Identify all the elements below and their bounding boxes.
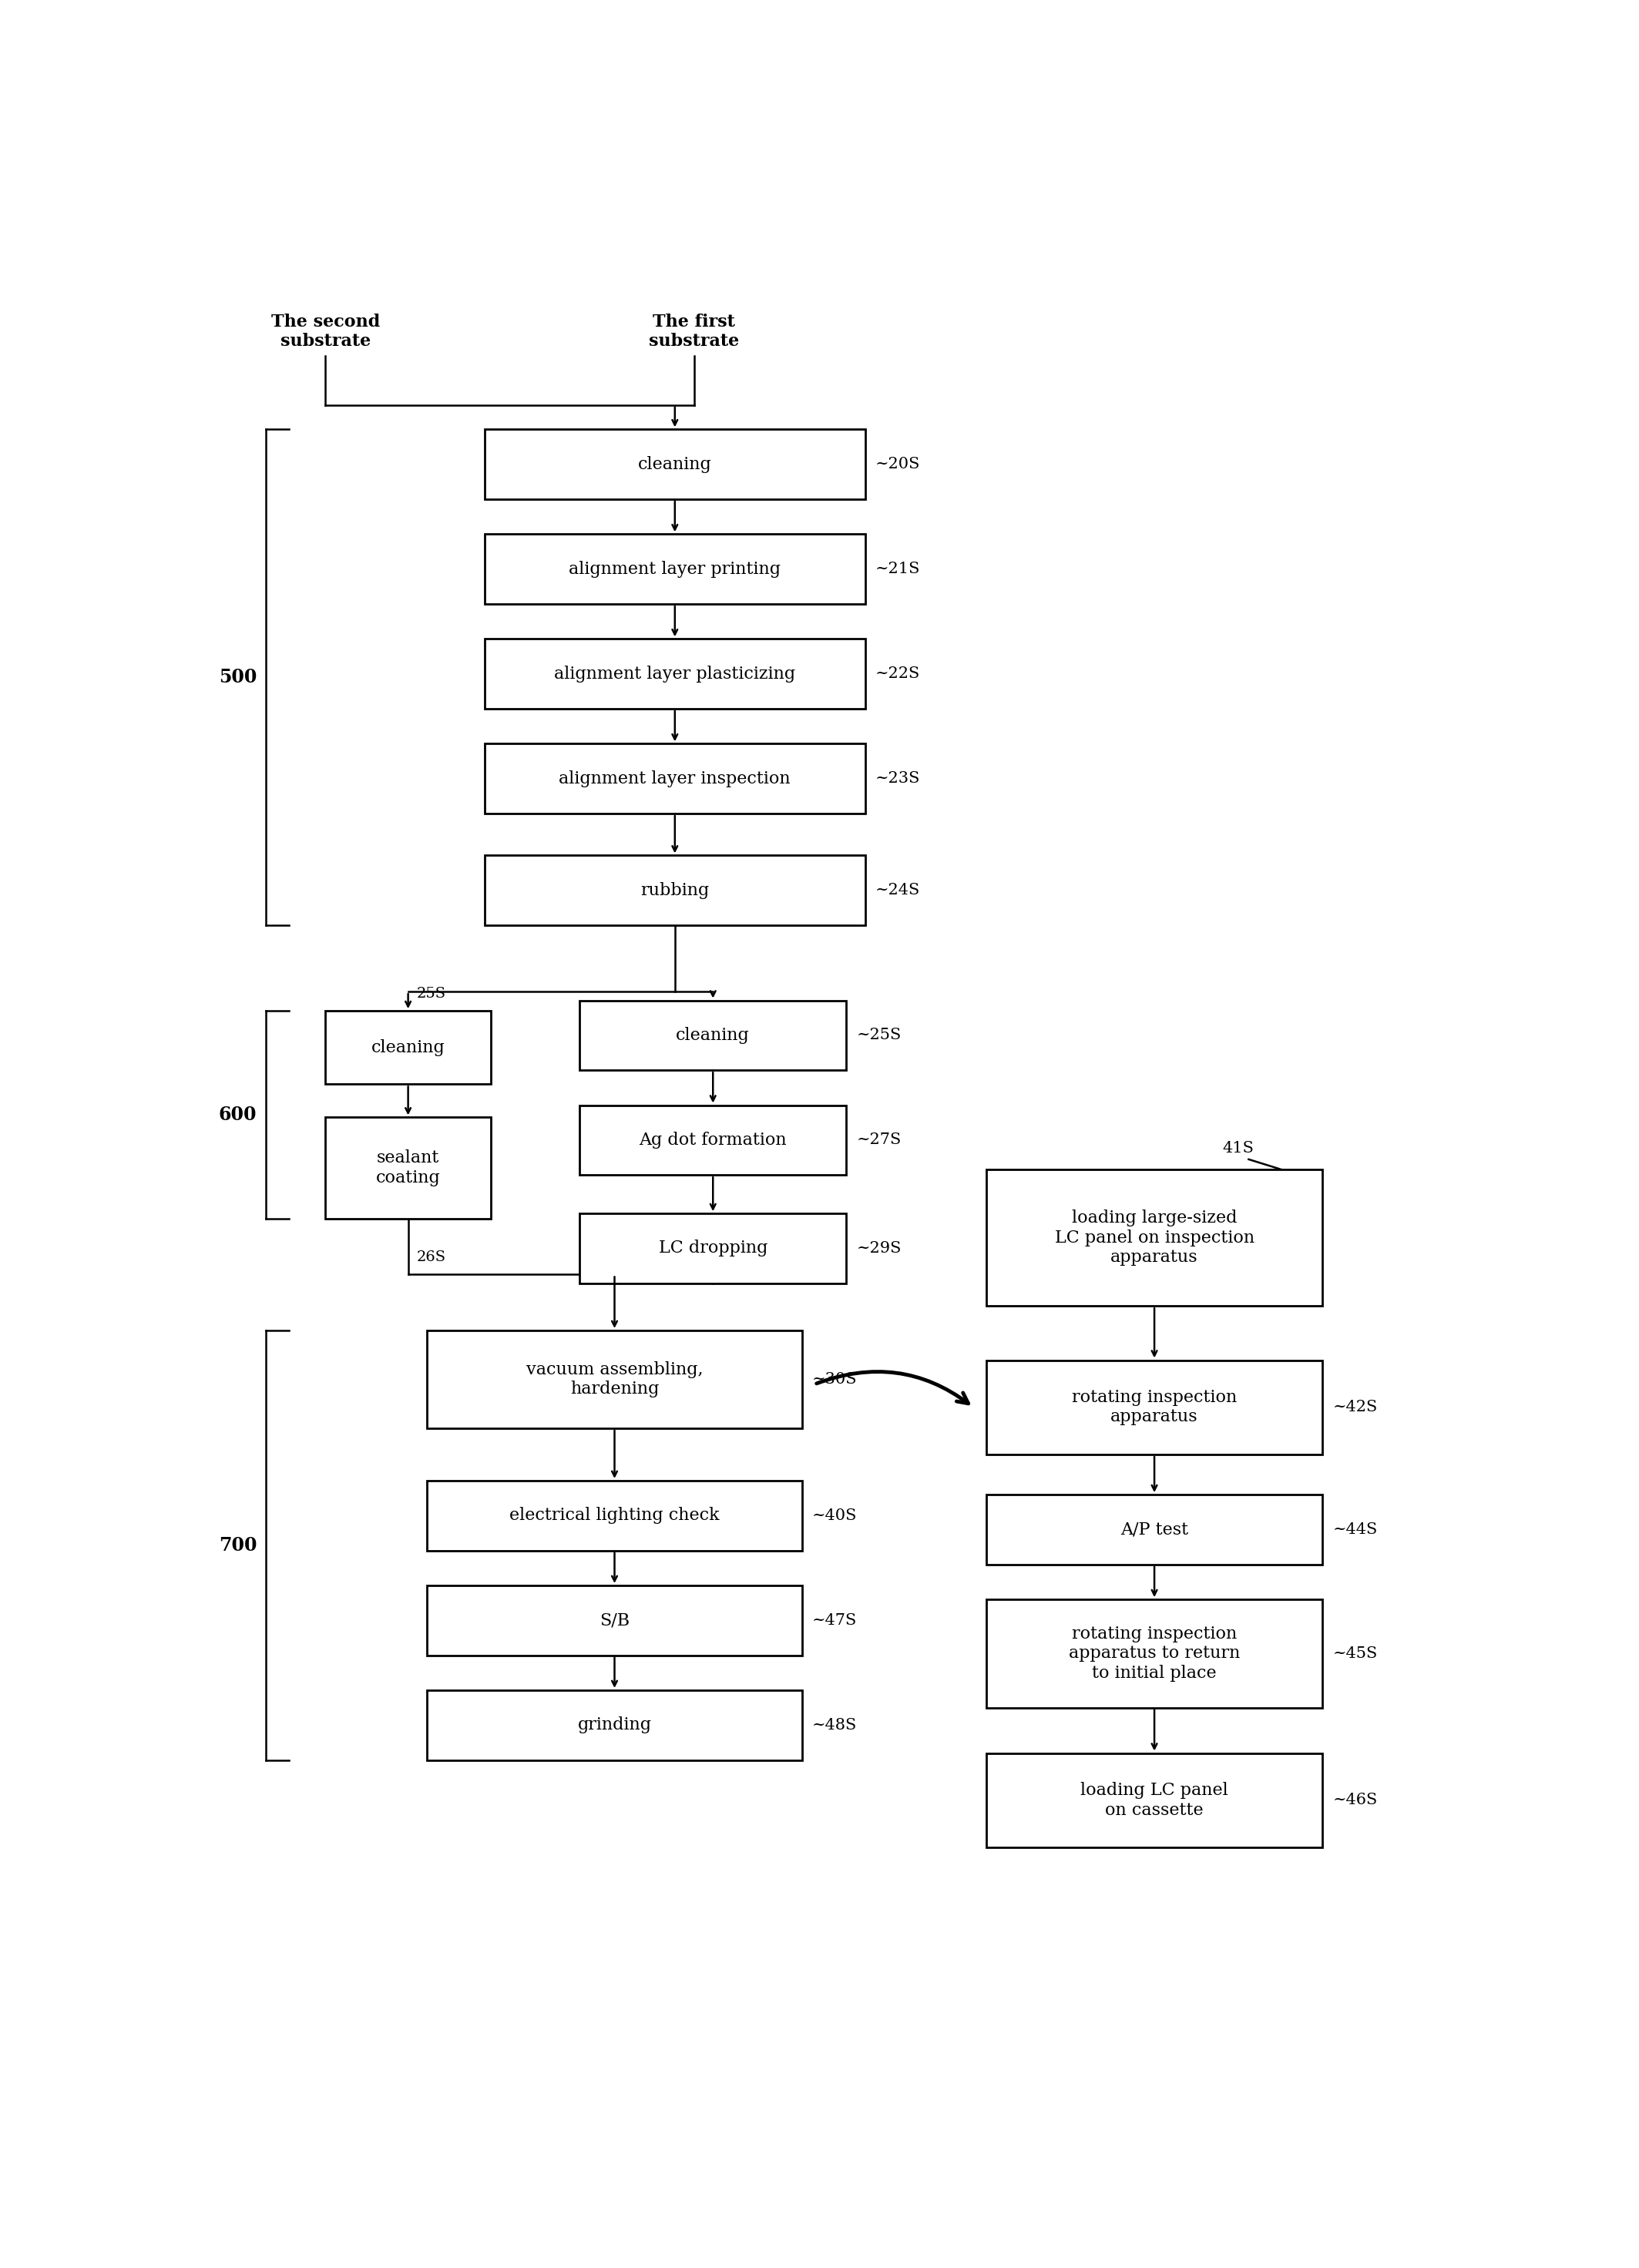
FancyBboxPatch shape	[580, 1105, 846, 1175]
Text: loading large-sized
LC panel on inspection
apparatus: loading large-sized LC panel on inspecti…	[1054, 1209, 1254, 1266]
FancyBboxPatch shape	[987, 1495, 1323, 1565]
Text: sealant
coating: sealant coating	[375, 1150, 441, 1186]
FancyBboxPatch shape	[485, 429, 865, 499]
Text: cleaning: cleaning	[675, 1027, 751, 1043]
Text: S/B: S/B	[600, 1613, 629, 1628]
Text: ~24S: ~24S	[875, 882, 921, 898]
Text: The first
substrate: The first substrate	[649, 313, 739, 349]
Text: ~21S: ~21S	[875, 562, 921, 576]
Text: cleaning: cleaning	[638, 456, 711, 472]
Text: 26S: 26S	[416, 1250, 446, 1263]
FancyBboxPatch shape	[428, 1481, 801, 1551]
Text: Ag dot formation: Ag dot formation	[639, 1132, 787, 1148]
Text: vacuum assembling,
hardening: vacuum assembling, hardening	[526, 1361, 703, 1397]
Text: ~20S: ~20S	[875, 456, 921, 472]
Text: ~30S: ~30S	[811, 1372, 857, 1386]
FancyBboxPatch shape	[485, 744, 865, 814]
FancyBboxPatch shape	[987, 1170, 1323, 1306]
FancyArrowPatch shape	[816, 1372, 969, 1404]
Text: cleaning: cleaning	[370, 1039, 446, 1057]
Text: 700: 700	[220, 1535, 257, 1554]
Text: 500: 500	[220, 669, 257, 687]
Text: ~23S: ~23S	[875, 771, 921, 787]
Text: rotating inspection
apparatus: rotating inspection apparatus	[1072, 1388, 1237, 1427]
FancyBboxPatch shape	[485, 640, 865, 710]
Text: loading LC panel
on cassette: loading LC panel on cassette	[1080, 1783, 1228, 1819]
Text: 41S: 41S	[1223, 1141, 1254, 1157]
FancyBboxPatch shape	[485, 855, 865, 925]
Text: alignment layer inspection: alignment layer inspection	[559, 771, 790, 787]
Text: LC dropping: LC dropping	[659, 1241, 767, 1256]
Text: ~25S: ~25S	[857, 1027, 901, 1043]
Text: ~45S: ~45S	[1333, 1647, 1378, 1660]
FancyBboxPatch shape	[326, 1012, 490, 1084]
FancyBboxPatch shape	[326, 1118, 490, 1218]
Text: The second
substrate: The second substrate	[270, 313, 380, 349]
FancyBboxPatch shape	[580, 1000, 846, 1070]
Text: ~42S: ~42S	[1333, 1399, 1378, 1415]
Text: rubbing: rubbing	[641, 882, 710, 898]
Text: A/P test: A/P test	[1121, 1522, 1188, 1538]
Text: ~40S: ~40S	[811, 1508, 857, 1522]
FancyBboxPatch shape	[987, 1599, 1323, 1708]
FancyBboxPatch shape	[485, 533, 865, 603]
Text: ~47S: ~47S	[811, 1613, 857, 1628]
FancyBboxPatch shape	[428, 1585, 801, 1656]
Text: ~29S: ~29S	[857, 1241, 901, 1256]
Text: alignment layer printing: alignment layer printing	[569, 560, 780, 578]
Text: rotating inspection
apparatus to return
to initial place: rotating inspection apparatus to return …	[1069, 1626, 1241, 1681]
FancyBboxPatch shape	[987, 1361, 1323, 1454]
Text: ~22S: ~22S	[875, 667, 921, 680]
Text: ~44S: ~44S	[1333, 1522, 1378, 1538]
FancyBboxPatch shape	[987, 1753, 1323, 1848]
Text: ~27S: ~27S	[857, 1132, 901, 1148]
Text: electrical lighting check: electrical lighting check	[510, 1508, 720, 1524]
Text: 25S: 25S	[416, 987, 446, 1000]
FancyBboxPatch shape	[580, 1213, 846, 1284]
FancyBboxPatch shape	[428, 1690, 801, 1760]
Text: ~48S: ~48S	[811, 1717, 857, 1733]
FancyBboxPatch shape	[428, 1331, 801, 1429]
Text: 600: 600	[220, 1105, 257, 1125]
Text: ~46S: ~46S	[1333, 1794, 1378, 1808]
Text: grinding: grinding	[577, 1717, 652, 1733]
Text: alignment layer plasticizing: alignment layer plasticizing	[554, 665, 795, 683]
